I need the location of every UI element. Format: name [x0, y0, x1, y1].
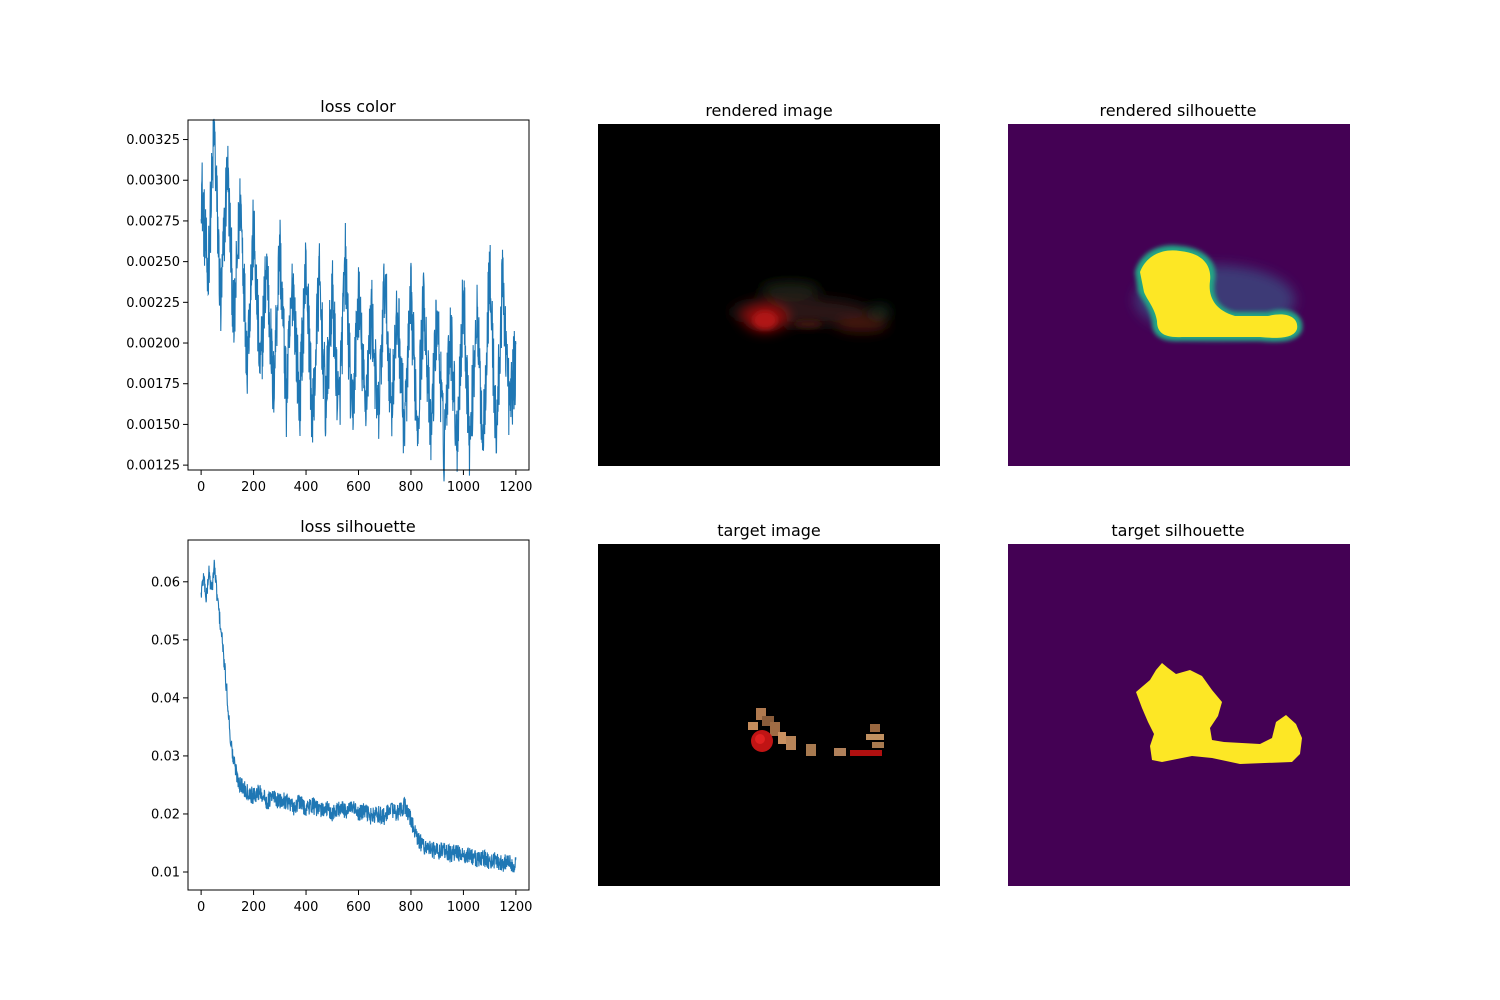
- target-silhouette-title: target silhouette: [1111, 521, 1244, 540]
- loss-color-plot: loss color 0 200 400 600 800 1000 1200 0.00125…: [126, 97, 532, 495]
- y-tick-label: 0.00150: [126, 418, 180, 433]
- y-tick-label: 0.00125: [126, 459, 180, 474]
- x-tick-label: 600: [346, 900, 371, 915]
- x-tick-label: 600: [346, 480, 371, 495]
- x-tick-label: 200: [241, 900, 266, 915]
- loss-silhouette-title: loss silhouette: [300, 517, 416, 536]
- x-tick-label: 400: [294, 900, 319, 915]
- y-tick-label: 0.00250: [126, 255, 180, 270]
- x-tick-label: 1000: [447, 480, 480, 495]
- loss-silhouette-plot: loss silhouette 0 200 400 600 800 1000 1200 0.…: [151, 517, 532, 915]
- y-tick-label: 0.00200: [126, 337, 180, 352]
- loss-silhouette-yaxis: 0.01 0.02 0.03 0.04 0.05 0.06: [151, 575, 188, 881]
- target-image-title: target image: [717, 521, 821, 540]
- y-tick-label: 0.01: [151, 866, 180, 881]
- loss-line: [200, 118, 517, 482]
- loss-color-series: [200, 118, 517, 482]
- rendered-image-title: rendered image: [705, 101, 832, 120]
- loss-silhouette-xaxis: 0 200 400 600 800 1000 1200: [197, 890, 532, 915]
- loss-silhouette-frame: [187, 539, 530, 891]
- y-tick-label: 0.00300: [126, 174, 180, 189]
- y-tick-label: 0.00325: [126, 133, 180, 148]
- x-tick-label: 800: [399, 900, 424, 915]
- loss-color-title: loss color: [320, 97, 396, 116]
- x-tick-label: 800: [399, 480, 424, 495]
- loss-line: [200, 559, 517, 873]
- x-tick-label: 1200: [499, 480, 532, 495]
- y-tick-label: 0.03: [151, 749, 180, 764]
- x-tick-label: 400: [294, 480, 319, 495]
- target-image-content: [748, 708, 884, 756]
- target-silhouette-panel: target silhouette: [1008, 521, 1350, 886]
- y-tick-label: 0.02: [151, 807, 180, 822]
- rendered-silhouette-panel: rendered silhouette: [1008, 101, 1350, 466]
- x-tick-label: 1200: [499, 900, 532, 915]
- x-tick-label: 0: [197, 480, 205, 495]
- y-tick-label: 0.00175: [126, 377, 180, 392]
- x-tick-label: 200: [241, 480, 266, 495]
- loss-color-yaxis: 0.00125 0.00150 0.00175 0.00200 0.00225 0.002…: [126, 133, 188, 474]
- rendered-image-core: [753, 311, 822, 329]
- y-tick-label: 0.06: [151, 575, 180, 590]
- y-tick-label: 0.04: [151, 691, 180, 706]
- target-image-canvas: [598, 544, 940, 886]
- y-tick-label: 0.00275: [126, 214, 180, 229]
- loss-color-xaxis: 0 200 400 600 800 1000 1200: [197, 470, 532, 495]
- y-tick-label: 0.05: [151, 633, 180, 648]
- loss-silhouette-series: [200, 559, 517, 873]
- y-tick-label: 0.00225: [126, 296, 180, 311]
- x-tick-label: 1000: [447, 900, 480, 915]
- rendered-image-panel: rendered image: [598, 101, 940, 466]
- rendered-silhouette-core: [1140, 250, 1298, 338]
- target-silhouette-shape: [1136, 663, 1302, 764]
- target-image-panel: target image: [598, 521, 940, 886]
- x-tick-label: 0: [197, 900, 205, 915]
- rendered-silhouette-title: rendered silhouette: [1099, 101, 1256, 120]
